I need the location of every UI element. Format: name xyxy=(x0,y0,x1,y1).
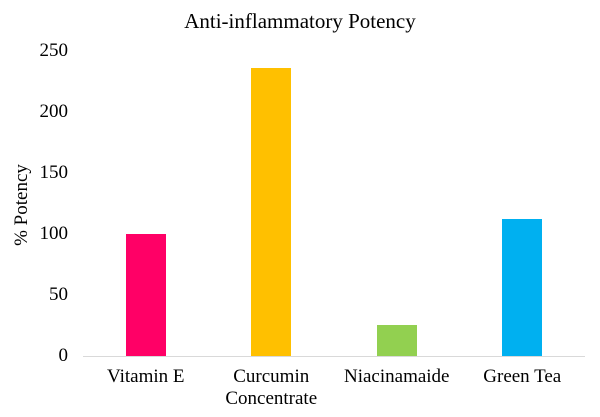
x-category-label-curcumin-concentrate: Curcumin Concentrate xyxy=(225,366,318,409)
x-category-label-green-tea: Green Tea xyxy=(483,366,562,387)
y-tick-label-200: 200 xyxy=(39,101,69,122)
y-tick-label-0: 0 xyxy=(58,345,69,366)
bar-curcumin-concentrate xyxy=(251,68,292,356)
x-category-label-vitamin-e: Vitamin E xyxy=(107,366,185,387)
chart-title: Anti-inflammatory Potency xyxy=(184,9,416,33)
x-axis-line xyxy=(83,356,585,357)
x-category-label-niacinamaide: Niacinamaide xyxy=(343,366,450,387)
y-tick-label-150: 150 xyxy=(39,162,69,183)
bar-niacinamaide xyxy=(376,325,417,356)
y-tick-label-100: 100 xyxy=(39,223,69,244)
y-tick-label-250: 250 xyxy=(39,40,69,61)
bar-vitamin-e xyxy=(125,234,166,356)
bar-green-tea xyxy=(502,219,543,356)
y-tick-label-50: 50 xyxy=(49,284,68,305)
